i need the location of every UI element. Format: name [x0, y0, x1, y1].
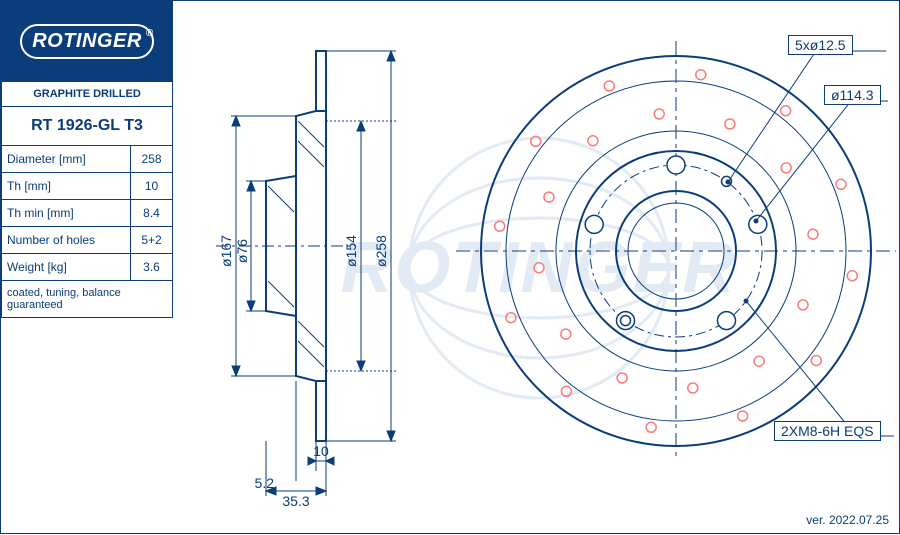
notes: coated, tuning, balance guaranteed [2, 281, 173, 318]
dim-d167: ø167 [218, 235, 234, 267]
version-label: ver. 2022.07.25 [806, 513, 889, 527]
spec-table: GRAPHITE DRILLED RT 1926-GL T3 Diameter … [1, 81, 173, 318]
table-row: Weight [kg]3.6 [2, 254, 173, 281]
dim-d154: ø154 [343, 235, 359, 267]
part-number: RT 1926-GL T3 [2, 107, 173, 146]
dim-d76: ø76 [234, 239, 250, 263]
category-label: GRAPHITE DRILLED [2, 82, 173, 107]
spec-label: Th min [mm] [2, 200, 131, 227]
logo-box: ROTINGER [1, 1, 173, 81]
spec-value: 258 [131, 146, 173, 173]
table-row: Th min [mm]8.4 [2, 200, 173, 227]
callout-pcd: ø114.3 [824, 85, 881, 105]
spec-value: 5+2 [131, 227, 173, 254]
callout-thread: 2XM8-6H EQS [774, 421, 881, 441]
table-row: Number of holes5+2 [2, 227, 173, 254]
table-row: Th [mm]10 [2, 173, 173, 200]
table-row: Diameter [mm]258 [2, 146, 173, 173]
spec-label: Number of holes [2, 227, 131, 254]
spec-label: Diameter [mm] [2, 146, 131, 173]
dim-d258: ø258 [373, 235, 389, 267]
spec-value: 8.4 [131, 200, 173, 227]
section-view: ø167 ø76 ø154 ø258 10 5.2 35.3 [196, 21, 456, 511]
callout-bolt-pattern: 5xø12.5 [788, 35, 853, 55]
logo-text: ROTINGER [20, 24, 154, 59]
spec-label: Th [mm] [2, 173, 131, 200]
spec-value: 10 [131, 173, 173, 200]
drawing-area: ROTINGER [176, 1, 900, 535]
dim-35-3: 35.3 [282, 493, 309, 509]
spec-label: Weight [kg] [2, 254, 131, 281]
dim-10: 10 [313, 443, 329, 459]
spec-value: 3.6 [131, 254, 173, 281]
dim-5-2: 5.2 [255, 475, 275, 491]
